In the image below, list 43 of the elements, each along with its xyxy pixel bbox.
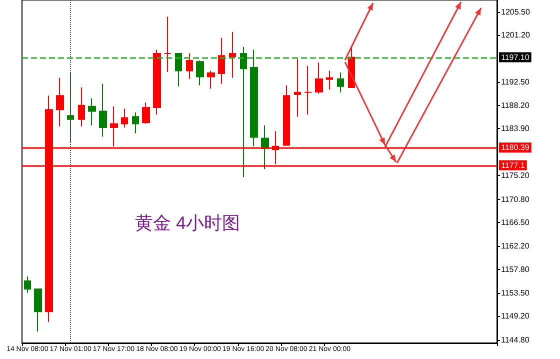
candlestick (186, 52, 193, 80)
candlestick (196, 60, 204, 86)
candlestick (132, 112, 139, 134)
y-tick-label: 1170.80 (501, 194, 530, 204)
candlestick (24, 276, 31, 294)
candlestick (240, 46, 247, 178)
y-tick-label: 1166.50 (501, 218, 530, 228)
candlestick (78, 87, 85, 127)
candlestick (88, 98, 96, 126)
y-tick-label: 1183.90 (501, 124, 530, 134)
candlestick (250, 49, 258, 147)
y-tick-label: 1201.20 (501, 30, 530, 40)
candlestick (326, 70, 333, 90)
y-tick-label: 1149.20 (501, 311, 530, 320)
candlestick (229, 31, 236, 78)
candlestick (294, 58, 301, 118)
candlestick (315, 62, 323, 94)
y-tick-label: 1205.50 (501, 7, 530, 16)
y-tick-label: 1175.20 (501, 171, 530, 180)
annotation: 黄金 4小时图 (135, 213, 240, 233)
ref-line-label: 1180.39 (501, 143, 530, 152)
candlestick (56, 77, 64, 127)
candlestick (337, 72, 344, 93)
candlestick (34, 288, 42, 332)
candlestick (218, 37, 225, 84)
candlestick (261, 124, 269, 170)
y-tick-label: 1192.50 (501, 78, 530, 87)
y-tick-label: 1162.20 (501, 241, 530, 250)
y-tick-label: 1157.80 (501, 265, 530, 274)
candlestick (207, 70, 215, 90)
y-tick-label: 1153.50 (501, 288, 530, 298)
candlestick (164, 16, 171, 72)
y-tick-label: 1144.80 (501, 335, 530, 344)
candlestick (304, 65, 312, 116)
y-tick-label: 1188.20 (501, 100, 530, 110)
candlestick (175, 52, 182, 87)
candlestick (153, 49, 161, 116)
candlestick (99, 83, 107, 138)
candlestick (121, 108, 128, 128)
ref-line-label: 1177.1 (501, 160, 526, 170)
candlestick (67, 72, 74, 144)
ref-line-label: 1197.10 (501, 52, 530, 62)
candlestick (142, 102, 150, 124)
